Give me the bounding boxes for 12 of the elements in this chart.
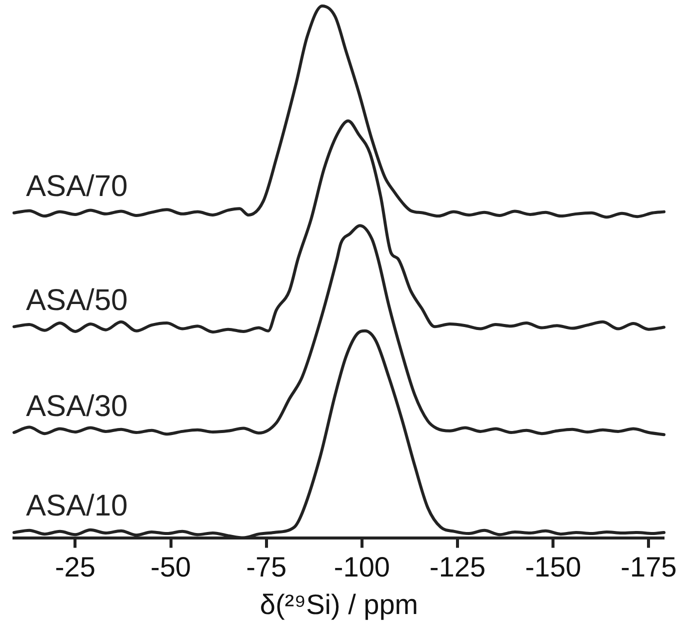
x-tick-label: -125: [430, 551, 486, 582]
x-tick-label: -150: [525, 551, 582, 582]
series-label: ASA/30: [26, 390, 128, 423]
x-tick-label: -75: [246, 551, 287, 582]
x-tick-label: -100: [334, 551, 390, 582]
x-tick-label: -25: [54, 551, 96, 582]
series-label: ASA/70: [26, 170, 128, 204]
series-label: ASA/50: [26, 284, 128, 317]
x-tick-label: -175: [620, 551, 677, 582]
series-label: ASA/10: [26, 490, 128, 523]
x-tick-label: -50: [150, 551, 191, 582]
x-axis-title: δ(²⁹Si) / ppm: [260, 588, 418, 620]
